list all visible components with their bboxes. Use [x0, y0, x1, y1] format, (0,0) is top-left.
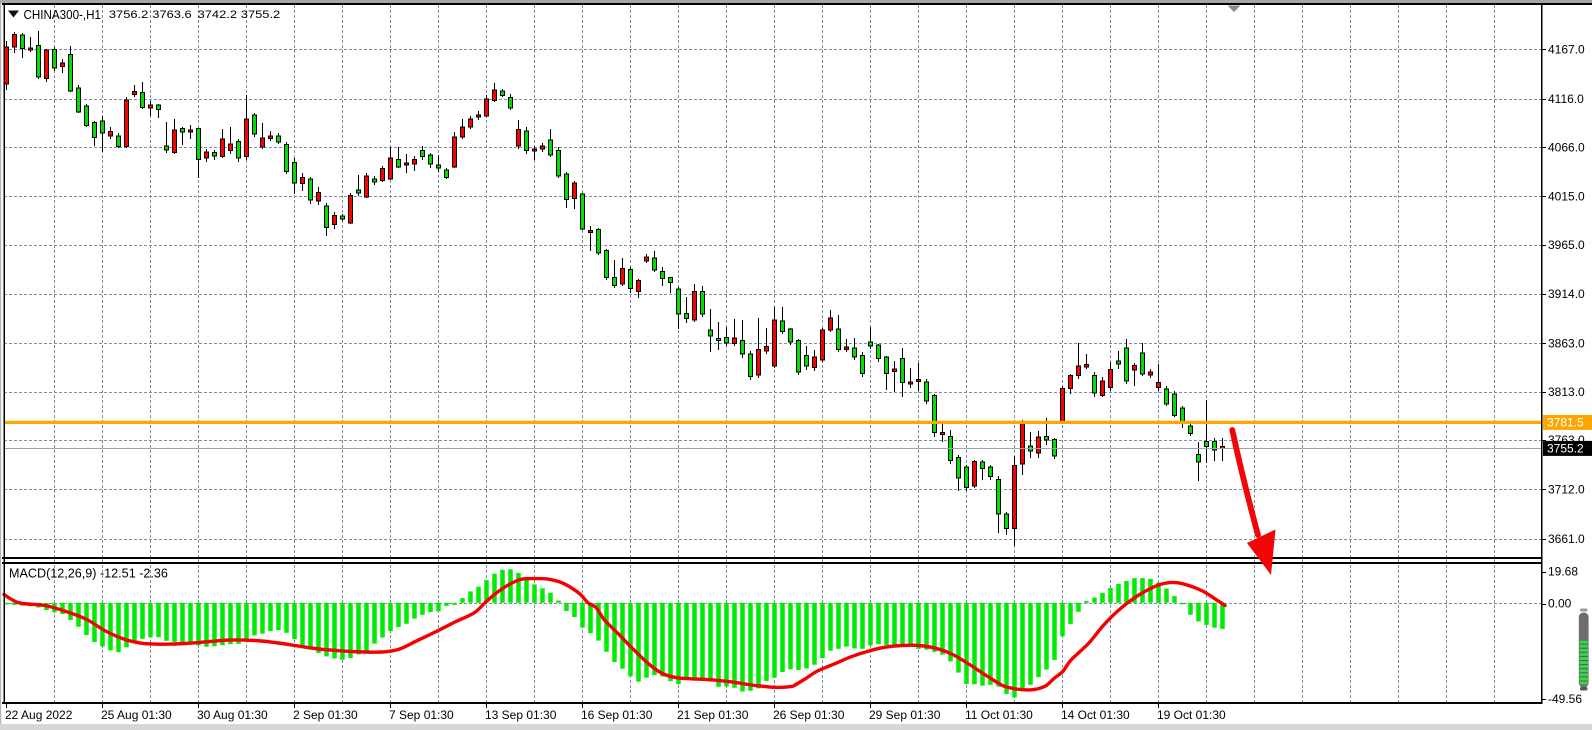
- svg-text:13 Sep 01:30: 13 Sep 01:30: [485, 708, 557, 722]
- svg-text:CHINA300-,H1: CHINA300-,H1: [24, 7, 102, 22]
- svg-text:22 Aug 2022: 22 Aug 2022: [5, 708, 73, 722]
- svg-text:4066.0: 4066.0: [1548, 140, 1585, 154]
- svg-text:2 Sep 01:30: 2 Sep 01:30: [293, 708, 358, 722]
- svg-text:19 Oct 01:30: 19 Oct 01:30: [1157, 708, 1226, 722]
- svg-text:19.68: 19.68: [1548, 565, 1578, 579]
- svg-text:4116.0: 4116.0: [1548, 92, 1584, 106]
- svg-text:3755.2: 3755.2: [1547, 442, 1584, 456]
- svg-text:4167.0: 4167.0: [1548, 43, 1585, 57]
- svg-text:3781.5: 3781.5: [1547, 416, 1584, 430]
- svg-text:3756.2: 3756.2: [109, 9, 148, 21]
- svg-text:3712.0: 3712.0: [1548, 483, 1585, 497]
- svg-text:21 Sep 01:30: 21 Sep 01:30: [677, 708, 749, 722]
- svg-text:3863.0: 3863.0: [1548, 337, 1585, 351]
- svg-text:16 Sep 01:30: 16 Sep 01:30: [581, 708, 653, 722]
- svg-text:3965.0: 3965.0: [1548, 238, 1585, 252]
- svg-text:29 Sep 01:30: 29 Sep 01:30: [869, 708, 941, 722]
- svg-text:MACD(12,26,9) -12.51 -2.36: MACD(12,26,9) -12.51 -2.36: [9, 567, 168, 581]
- svg-text:7 Sep 01:30: 7 Sep 01:30: [389, 708, 454, 722]
- svg-text:3742.2: 3742.2: [198, 9, 237, 21]
- svg-text:14 Oct 01:30: 14 Oct 01:30: [1061, 708, 1130, 722]
- svg-text:-49.56: -49.56: [1548, 692, 1582, 706]
- svg-text:25 Aug 01:30: 25 Aug 01:30: [101, 708, 172, 722]
- svg-text:3763.6: 3763.6: [152, 9, 191, 21]
- svg-text:30 Aug 01:30: 30 Aug 01:30: [197, 708, 268, 722]
- svg-text:0.00: 0.00: [1548, 597, 1572, 611]
- svg-text:3661.0: 3661.0: [1548, 532, 1585, 546]
- svg-text:3813.0: 3813.0: [1548, 385, 1585, 399]
- svg-text:11 Oct 01:30: 11 Oct 01:30: [965, 708, 1033, 722]
- svg-text:3755.2: 3755.2: [241, 9, 280, 21]
- svg-text:4015.0: 4015.0: [1548, 190, 1585, 204]
- svg-text:3914.0: 3914.0: [1548, 287, 1585, 301]
- svg-text:26 Sep 01:30: 26 Sep 01:30: [773, 708, 845, 722]
